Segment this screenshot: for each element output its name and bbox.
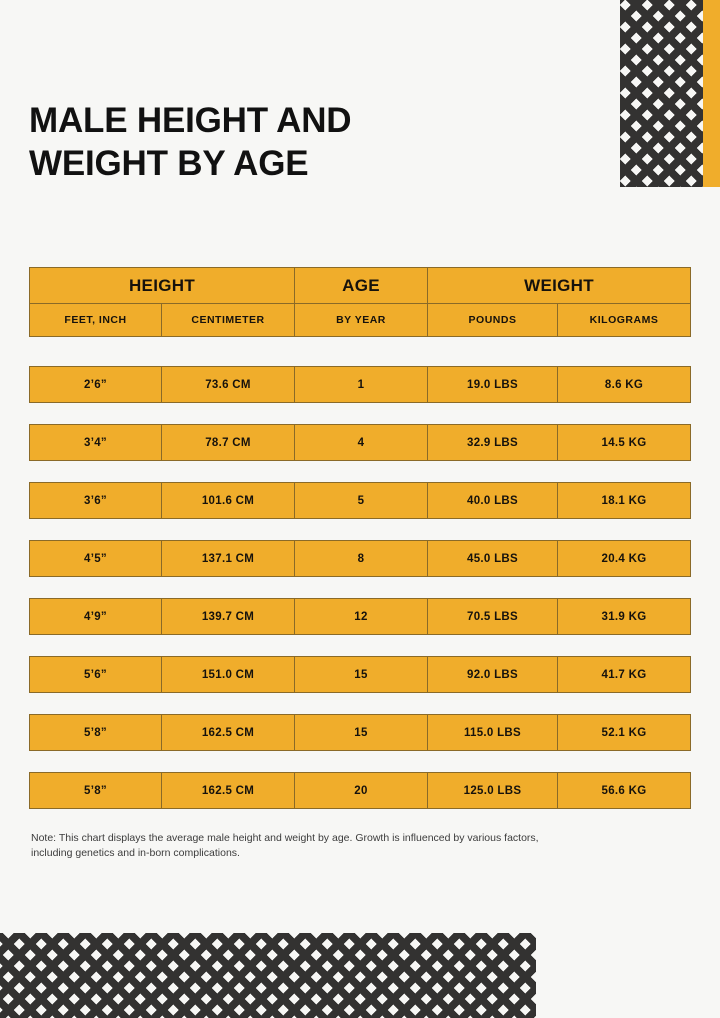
cell-kilograms: 14.5 KG bbox=[558, 424, 691, 461]
cell-centimeter: 137.1 CM bbox=[162, 540, 295, 577]
cell-kilograms: 31.9 KG bbox=[558, 598, 691, 635]
cell-pounds: 45.0 LBS bbox=[428, 540, 558, 577]
cell-by_year: 12 bbox=[295, 598, 428, 635]
column-header-centimeter: CENTIMETER bbox=[162, 304, 295, 337]
cell-centimeter: 139.7 CM bbox=[162, 598, 295, 635]
cell-kilograms: 18.1 KG bbox=[558, 482, 691, 519]
cell-feet_inch: 4’5” bbox=[29, 540, 162, 577]
column-header-pounds: POUNDS bbox=[428, 304, 558, 337]
chevron-right-tiles-icon bbox=[0, 933, 536, 1018]
cell-by_year: 20 bbox=[295, 772, 428, 809]
cell-pounds: 92.0 LBS bbox=[428, 656, 558, 693]
cell-pounds: 32.9 LBS bbox=[428, 424, 558, 461]
cell-feet_inch: 5’6” bbox=[29, 656, 162, 693]
page-title-line-1: MALE HEIGHT AND bbox=[29, 101, 352, 140]
cell-centimeter: 101.6 CM bbox=[162, 482, 295, 519]
table-row: 5’8” 162.5 CM 20 125.0 LBS 56.6 KG bbox=[29, 772, 691, 809]
cell-pounds: 125.0 LBS bbox=[428, 772, 558, 809]
cell-feet_inch: 4’9” bbox=[29, 598, 162, 635]
cell-kilograms: 52.1 KG bbox=[558, 714, 691, 751]
column-header-by-year: BY YEAR bbox=[295, 304, 428, 337]
group-header-height: HEIGHT bbox=[29, 267, 295, 304]
cell-pounds: 40.0 LBS bbox=[428, 482, 558, 519]
column-header-kilograms: KILOGRAMS bbox=[558, 304, 691, 337]
cell-centimeter: 78.7 CM bbox=[162, 424, 295, 461]
cell-kilograms: 8.6 KG bbox=[558, 366, 691, 403]
chevron-up-tiles-icon bbox=[620, 0, 703, 187]
page-title-line-2: WEIGHT BY AGE bbox=[29, 143, 309, 183]
table-row: 3’4” 78.7 CM 4 32.9 LBS 14.5 KG bbox=[29, 424, 691, 461]
table-body: 2’6” 73.6 CM 1 19.0 LBS 8.6 KG 3’4” 78.7 CM 4 32… bbox=[29, 366, 691, 830]
page-title: MALE HEIGHT AND WEIGHT BY AGE bbox=[29, 100, 549, 185]
accent-stripe-top-right bbox=[703, 0, 720, 187]
cell-kilograms: 41.7 KG bbox=[558, 656, 691, 693]
cell-pounds: 19.0 LBS bbox=[428, 366, 558, 403]
cell-feet_inch: 2’6” bbox=[29, 366, 162, 403]
cell-centimeter: 73.6 CM bbox=[162, 366, 295, 403]
cell-centimeter: 162.5 CM bbox=[162, 714, 295, 751]
table-column-header-row: FEET, INCH CENTIMETER BY YEAR POUNDS KIL… bbox=[29, 304, 691, 337]
table-row: 3’6” 101.6 CM 5 40.0 LBS 18.1 KG bbox=[29, 482, 691, 519]
cell-kilograms: 56.6 KG bbox=[558, 772, 691, 809]
cell-pounds: 70.5 LBS bbox=[428, 598, 558, 635]
chart-note: Note: This chart displays the average ma… bbox=[31, 832, 539, 860]
chevron-pattern-bottom-left-icon bbox=[0, 933, 536, 1018]
cell-by_year: 1 bbox=[295, 366, 428, 403]
table-header: HEIGHT AGE WEIGHT FEET, INCH CENTIMETER … bbox=[29, 267, 691, 337]
cell-centimeter: 162.5 CM bbox=[162, 772, 295, 809]
table-row: 5’8” 162.5 CM 15 115.0 LBS 52.1 KG bbox=[29, 714, 691, 751]
cell-feet_inch: 5’8” bbox=[29, 714, 162, 751]
table-row: 5’6” 151.0 CM 15 92.0 LBS 41.7 KG bbox=[29, 656, 691, 693]
group-header-weight: WEIGHT bbox=[428, 267, 691, 304]
cell-kilograms: 20.4 KG bbox=[558, 540, 691, 577]
cell-centimeter: 151.0 CM bbox=[162, 656, 295, 693]
cell-feet_inch: 3’6” bbox=[29, 482, 162, 519]
cell-by_year: 4 bbox=[295, 424, 428, 461]
group-header-age: AGE bbox=[295, 267, 428, 304]
table-row: 4’5” 137.1 CM 8 45.0 LBS 20.4 KG bbox=[29, 540, 691, 577]
table-row: 2’6” 73.6 CM 1 19.0 LBS 8.6 KG bbox=[29, 366, 691, 403]
cell-pounds: 115.0 LBS bbox=[428, 714, 558, 751]
cell-by_year: 5 bbox=[295, 482, 428, 519]
cell-feet_inch: 5’8” bbox=[29, 772, 162, 809]
table-group-header-row: HEIGHT AGE WEIGHT bbox=[29, 267, 691, 304]
cell-by_year: 15 bbox=[295, 656, 428, 693]
chevron-pattern-top-right-icon bbox=[620, 0, 703, 187]
column-header-feet-inch: FEET, INCH bbox=[29, 304, 162, 337]
cell-feet_inch: 3’4” bbox=[29, 424, 162, 461]
table-row: 4’9” 139.7 CM 12 70.5 LBS 31.9 KG bbox=[29, 598, 691, 635]
cell-by_year: 15 bbox=[295, 714, 428, 751]
cell-by_year: 8 bbox=[295, 540, 428, 577]
